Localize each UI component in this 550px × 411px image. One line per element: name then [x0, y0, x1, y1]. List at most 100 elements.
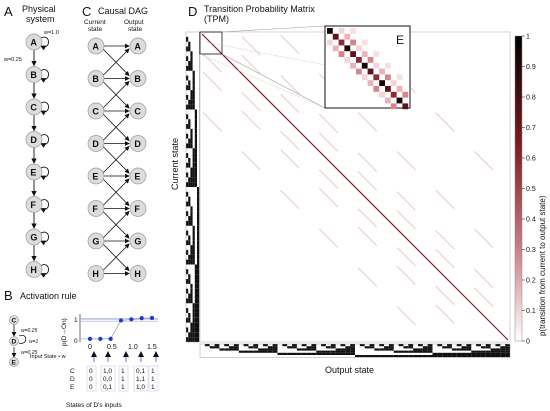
col-code-bit — [311, 348, 317, 351]
inset-cell — [350, 39, 356, 46]
dag-edge-up — [102, 80, 130, 109]
inset-diagonal-cell — [361, 62, 368, 69]
col-code-bit — [495, 344, 501, 347]
col-code-bit — [500, 348, 506, 351]
row-code-bit — [190, 133, 193, 139]
activation-ytick-top: 1 — [74, 317, 78, 324]
col-code-bit — [233, 344, 239, 347]
dag-edge-up — [102, 210, 130, 239]
dag-current-node — [87, 135, 105, 152]
mini-weight-in: w=0.25 — [21, 328, 37, 334]
col-code-bit — [417, 344, 423, 347]
dag-node-label: B — [92, 74, 99, 84]
col-code-bit — [461, 355, 467, 358]
tpm-off-diagonal — [435, 189, 455, 209]
panel-b: B Activation rule C D E w=0.25 w=1 w=0.2… — [4, 288, 159, 409]
colorbar-tick-label: 0 — [526, 339, 530, 346]
col-code-bit — [393, 350, 399, 353]
col-code-bit — [301, 348, 307, 351]
panel-d-letter: D — [188, 4, 197, 19]
col-code-bit — [296, 352, 302, 355]
col-code-bit — [350, 344, 355, 347]
row-code-bit — [190, 177, 193, 183]
inset-cell — [390, 103, 397, 110]
row-code-bit — [188, 65, 191, 71]
activation-xtick-3: 1.5 — [147, 344, 157, 351]
col-code-bit — [267, 348, 273, 351]
row-code-bit — [190, 65, 193, 71]
row-code-bit — [188, 259, 191, 265]
row-code-bit — [186, 230, 189, 236]
row-code-bit — [194, 172, 197, 178]
col-code-bit — [393, 355, 399, 358]
col-code-bit — [427, 344, 433, 347]
inset-cell — [367, 57, 374, 63]
col-code-bit — [340, 348, 346, 351]
col-code-bit — [476, 352, 481, 355]
panel-c-letter: C — [82, 4, 91, 19]
row-code-bit — [190, 167, 193, 173]
row-code-bit — [188, 124, 191, 129]
row-code-bit — [197, 220, 200, 226]
col-code-bit — [224, 348, 230, 351]
col-code-bit — [243, 350, 249, 353]
row-code-bit — [190, 288, 193, 294]
inset-diagonal-cell — [332, 33, 339, 40]
row-code-bit — [186, 259, 189, 265]
tpm-off-diagonal — [319, 113, 339, 133]
tpm-off-diagonal — [241, 55, 261, 75]
col-code-bit — [335, 352, 341, 355]
self-loop — [40, 264, 49, 278]
panel-c-title: Causal DAG — [98, 6, 148, 16]
col-code-bit — [466, 346, 472, 349]
colorbar-tick-label: 0.2 — [526, 278, 536, 285]
tpm-off-diagonal — [435, 230, 455, 250]
col-code-bit — [432, 352, 438, 355]
tpm-off-diagonal — [280, 75, 300, 95]
col-code-bit — [243, 344, 249, 347]
colorbar-tick-label: 0.9 — [526, 64, 536, 71]
col-code-bit — [287, 346, 293, 349]
col-code-bit — [374, 348, 380, 351]
col-code-bit — [388, 355, 394, 358]
col-code-bit — [500, 346, 506, 349]
row-code-bit — [197, 187, 200, 192]
row-code-bit — [186, 124, 189, 129]
dag-node-label: C — [134, 107, 141, 117]
panel-c-col-left-2: state — [88, 26, 102, 33]
col-code-bit — [485, 346, 491, 349]
col-code-bit — [461, 352, 467, 355]
col-code-bit — [471, 350, 477, 353]
col-code-bit — [311, 352, 317, 355]
activation-point — [98, 336, 103, 341]
row-code-bit — [188, 138, 191, 144]
row-code-bit — [194, 148, 197, 154]
row-code-bit — [194, 128, 197, 134]
table-column-box — [133, 365, 149, 392]
col-code-bit — [480, 352, 486, 355]
col-code-bit — [427, 350, 433, 353]
row-code-bit — [186, 153, 189, 158]
panel-a-node-chain: A B C D E F G H — [25, 33, 49, 278]
col-code-bit — [340, 352, 346, 355]
row-code-bit — [194, 119, 197, 125]
dag-output-node — [129, 167, 147, 185]
row-code-bit — [188, 46, 191, 52]
tpm-transitions — [201, 33, 509, 341]
col-code-frame — [199, 343, 511, 358]
col-code-bit — [364, 346, 370, 349]
row-code-bit — [188, 104, 191, 110]
tpm-off-diagonal — [202, 72, 222, 92]
tpm-off-diagonal — [357, 152, 377, 172]
inset-cell — [327, 39, 333, 46]
col-code-bit — [214, 346, 220, 349]
col-code-bit — [500, 355, 506, 358]
row-code-bit — [192, 70, 195, 76]
panel-a-title-1: Physical — [22, 4, 56, 14]
row-code-bit — [188, 254, 191, 260]
inset-cell — [385, 97, 391, 104]
row-code-bit — [190, 61, 193, 66]
panel-d: D Transition Probability Matrix (TPM) Cu… — [170, 4, 511, 375]
